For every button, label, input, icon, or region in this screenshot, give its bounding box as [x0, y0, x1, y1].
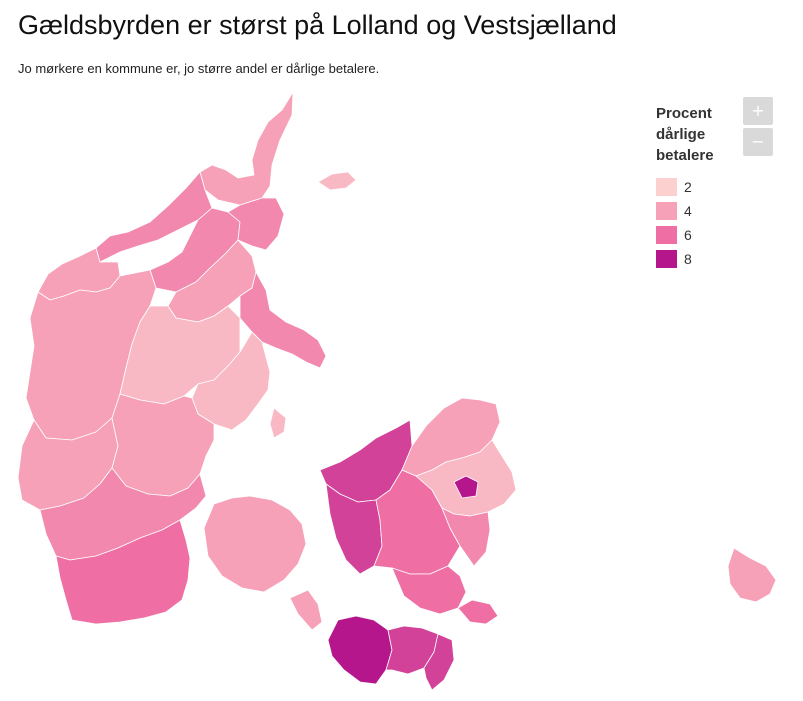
region-aeroe-langeland[interactable]	[289, 589, 323, 631]
legend-swatch	[656, 250, 677, 268]
region-nordjylland-north[interactable]	[199, 91, 294, 206]
legend-label: 2	[684, 179, 692, 195]
legend-item: 8	[656, 247, 736, 271]
region-aarhus[interactable]	[191, 331, 271, 431]
region-soenderjylland[interactable]	[55, 519, 191, 625]
legend-item: 6	[656, 223, 736, 247]
region-bornholm[interactable]	[727, 547, 777, 603]
legend-item: 4	[656, 199, 736, 223]
region-sydsjaelland[interactable]	[391, 565, 467, 615]
region-fyn[interactable]	[203, 495, 307, 593]
region-stevns[interactable]	[441, 507, 491, 567]
zoom-in-button[interactable]: +	[743, 97, 773, 125]
legend-label: 4	[684, 203, 692, 219]
region-aalborg[interactable]	[227, 197, 285, 251]
legend-title-line: betalere	[656, 147, 714, 164]
page-subtitle: Jo mørkere en kommune er, jo større ande…	[18, 61, 380, 76]
region-djursland[interactable]	[239, 271, 327, 369]
legend-item: 2	[656, 175, 736, 199]
zoom-out-button[interactable]: −	[743, 128, 773, 156]
legend: Procent dårlige betalere 2 4 6 8	[656, 103, 736, 271]
legend-swatch	[656, 226, 677, 244]
region-moen[interactable]	[457, 599, 499, 625]
region-lolland[interactable]	[327, 615, 393, 685]
region-laesoe[interactable]	[317, 171, 357, 191]
legend-title: Procent dårlige betalere	[656, 103, 736, 166]
region-koebenhavn-vest[interactable]	[453, 475, 479, 499]
legend-title-line: dårlige	[656, 126, 706, 143]
page-title: Gældsbyrden er størst på Lolland og Vest…	[18, 10, 617, 40]
legend-swatch	[656, 178, 677, 196]
legend-swatch	[656, 202, 677, 220]
legend-title-line: Procent	[656, 105, 712, 122]
region-samsoe[interactable]	[269, 407, 287, 439]
legend-label: 6	[684, 227, 692, 243]
legend-label: 8	[684, 251, 692, 267]
region-falster-south[interactable]	[423, 633, 455, 691]
